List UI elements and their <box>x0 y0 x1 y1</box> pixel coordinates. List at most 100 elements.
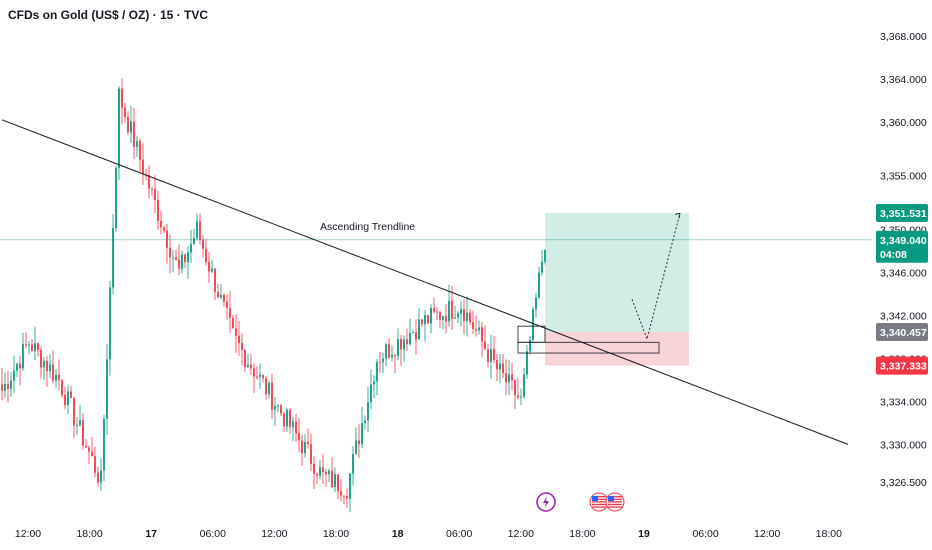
flag-stripe <box>592 498 606 500</box>
candle-up <box>286 409 288 427</box>
us-flag-event-icon[interactable] <box>605 492 625 512</box>
candle-down <box>91 451 93 457</box>
candle-down <box>265 378 267 395</box>
target-price-tag[interactable] <box>876 203 928 222</box>
candle-up <box>259 374 261 378</box>
candle-down <box>244 349 246 367</box>
candle-up <box>220 294 222 298</box>
time-axis[interactable]: 12:00 18:00 17 06:00 12:00 18:00 18 06:00 12:00 1… <box>15 528 842 540</box>
candle-up <box>112 228 114 288</box>
trendline[interactable] <box>1 119 849 445</box>
candle-up <box>391 354 393 358</box>
candle-down <box>421 319 423 325</box>
candle-down <box>226 301 228 308</box>
flag-stripe <box>608 498 622 500</box>
candle-down <box>139 140 141 160</box>
price-tick-label: 3,342.000 <box>880 310 927 322</box>
candle-down <box>127 116 129 133</box>
candle-up <box>478 327 480 331</box>
candle-down <box>37 343 39 350</box>
candle-down <box>40 349 42 368</box>
candle-down <box>313 463 315 475</box>
price-tick-label: 3,355.000 <box>880 171 927 183</box>
candle-up <box>55 374 57 381</box>
candle-down <box>154 188 156 201</box>
price-tick-label: 3,364.000 <box>880 74 927 86</box>
candle-down <box>514 380 516 396</box>
time-tick-label: 18:00 <box>323 528 349 540</box>
candle-down <box>175 257 177 260</box>
candle-up <box>349 473 351 499</box>
time-tick-label: 18 <box>392 528 404 540</box>
candle-up <box>334 474 336 488</box>
time-tick-label: 06:00 <box>692 528 718 540</box>
us-flag-event-icon[interactable] <box>589 492 609 512</box>
candle-down <box>58 374 60 381</box>
candle-up <box>292 421 294 427</box>
candle-down <box>469 313 471 323</box>
candle-down <box>205 248 207 262</box>
current-price-tag[interactable] <box>876 230 928 263</box>
target-zone[interactable] <box>545 212 689 333</box>
order-block[interactable] <box>517 325 546 343</box>
candle-down <box>238 335 240 344</box>
entry-price-tag[interactable] <box>876 323 928 342</box>
candle-up <box>247 364 249 367</box>
lightning-bolt <box>543 496 549 508</box>
candle-up <box>190 243 192 253</box>
candle-up <box>274 406 276 410</box>
candle-down <box>199 221 201 240</box>
candle-up <box>385 344 387 359</box>
time-tick-label: 18:00 <box>569 528 595 540</box>
price-tick-label: 3,360.000 <box>880 117 927 129</box>
candle-up <box>412 332 414 334</box>
candle-down <box>253 368 255 377</box>
candle-up <box>196 221 198 239</box>
current-price-tag-label: 3,349.040 <box>880 235 927 247</box>
lightning-event-icon[interactable] <box>536 492 556 512</box>
price-axis[interactable]: 3,368.000 3,364.000 3,360.000 3,355.000 3,35… <box>880 31 927 489</box>
entry-box[interactable] <box>517 341 660 354</box>
candle-up <box>424 315 426 325</box>
stop-zone[interactable] <box>545 332 689 366</box>
time-tick-label: 06:00 <box>200 528 226 540</box>
candle-down <box>217 291 219 298</box>
flag-stripe <box>592 496 606 498</box>
candle-down <box>133 121 135 147</box>
candle-up <box>103 418 105 471</box>
candle-up <box>376 361 378 382</box>
countdown-label: 04:08 <box>880 249 907 261</box>
candle-down <box>214 268 216 292</box>
candle-down <box>73 397 75 426</box>
candle-down <box>70 391 72 398</box>
candle-up <box>397 339 399 357</box>
candle-up <box>106 359 108 419</box>
candle-up <box>364 420 366 424</box>
candle-up <box>136 140 138 147</box>
candle-down <box>307 442 309 445</box>
flag-stripe <box>608 506 622 508</box>
candle-up <box>328 470 330 475</box>
candle-down <box>394 354 396 357</box>
candle-down <box>142 159 144 175</box>
candle-down <box>331 470 333 488</box>
candle-up <box>277 405 279 407</box>
candle-down <box>379 361 381 363</box>
candle-up <box>181 254 183 269</box>
candle-down <box>1 384 3 391</box>
candle-down <box>256 376 258 378</box>
candle-up <box>538 272 540 298</box>
stop-price-tag[interactable] <box>876 356 928 375</box>
candle-up <box>409 333 411 345</box>
candle-down <box>235 328 237 336</box>
candle-up <box>373 381 375 385</box>
candle-up <box>370 384 372 403</box>
candle-down <box>406 339 408 345</box>
candle-up <box>523 374 525 397</box>
candle-down <box>271 382 273 410</box>
projection-path[interactable] <box>631 213 681 341</box>
economic-events[interactable] <box>536 492 625 512</box>
candle-down <box>511 374 513 381</box>
candle-down <box>337 474 339 492</box>
